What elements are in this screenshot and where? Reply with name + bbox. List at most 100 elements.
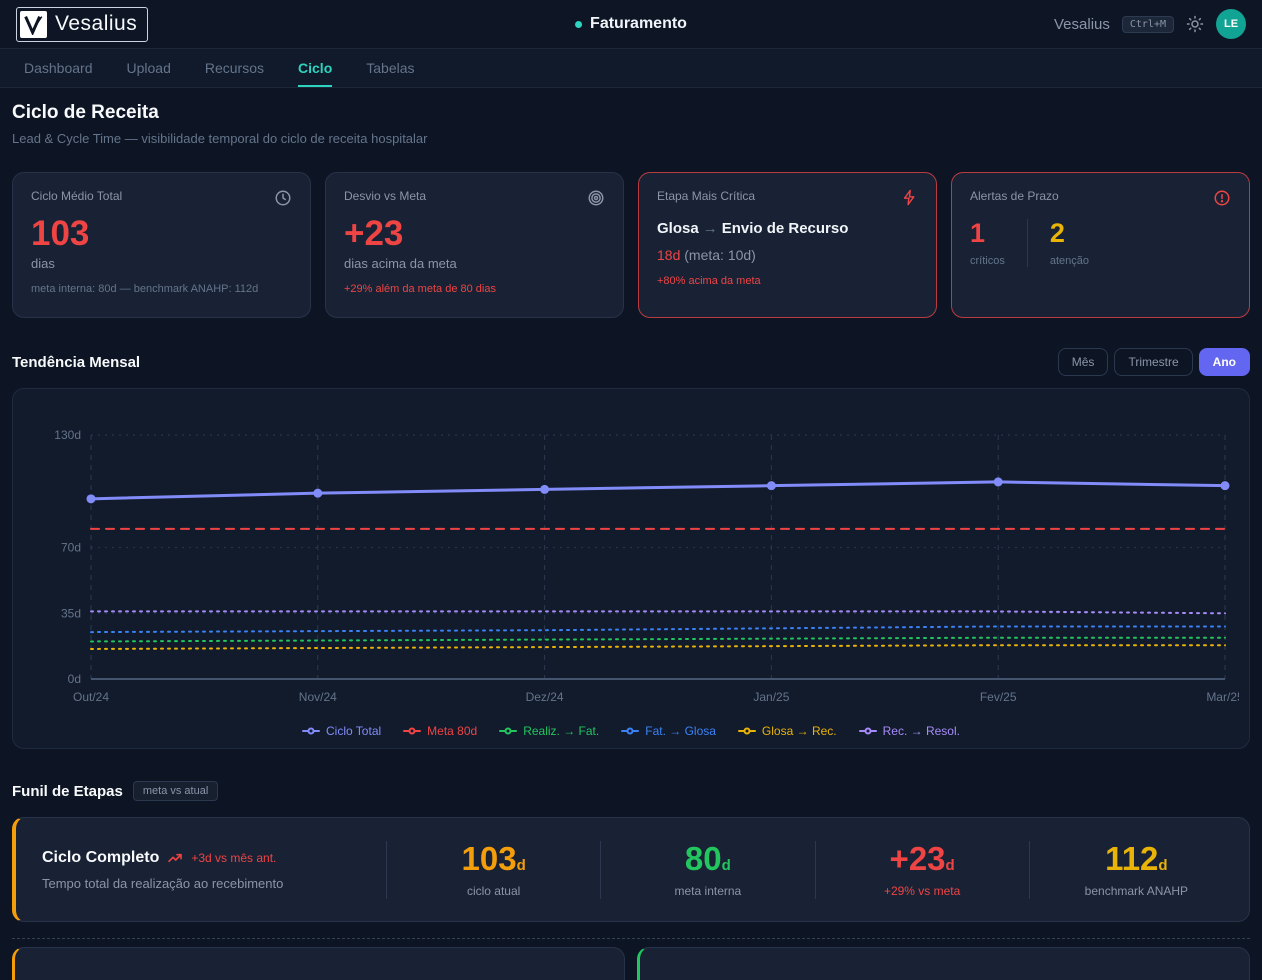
range-button-trimestre[interactable]: Trimestre xyxy=(1114,348,1193,376)
org-name: Vesalius xyxy=(1054,15,1110,33)
funnel-summary-description: Tempo total da realização ao recebimento xyxy=(42,875,284,891)
shortcut-hint[interactable]: Ctrl+M xyxy=(1121,15,1174,33)
chart-point[interactable] xyxy=(540,484,550,494)
chart-line-Fat. → Glosa xyxy=(90,625,1226,634)
page-indicator: Faturamento xyxy=(575,15,687,33)
stage-card-faturamento-glosa: Faturamento→Notificação de Glosa 28d xyxy=(637,947,1250,980)
legend-label: Meta 80d xyxy=(427,724,478,738)
chart-point[interactable] xyxy=(1220,481,1230,491)
divider xyxy=(600,840,602,899)
legend-marker-icon xyxy=(737,727,756,735)
kpi-unit: dias xyxy=(31,255,55,271)
range-buttons: Mês Trimestre Ano xyxy=(1057,348,1250,376)
critical-alerts: 1 críticos xyxy=(970,218,1005,267)
kpi-footnote: meta interna: 80d — benchmark ANAHP: 112… xyxy=(31,282,259,295)
logo-text: Vesalius xyxy=(55,12,138,35)
kpi-card-desvio: Desvio vs Meta +23 dias acima da meta +2… xyxy=(325,172,624,318)
stat-benchmark: 112d benchmark ANAHP xyxy=(1084,839,1189,898)
range-button-mes[interactable]: Mês xyxy=(1057,348,1109,376)
divider xyxy=(1028,840,1030,899)
chart-line-Rec. → Resol. xyxy=(90,610,1226,615)
divider xyxy=(386,840,387,899)
x-tick-label: Mar/25 xyxy=(1206,690,1239,704)
warning-count: 2 xyxy=(1049,218,1065,248)
kpi-value: +23 xyxy=(344,214,404,253)
trend-chart-panel: 0d 35d 70d 130d Out/24 Nov/24 Dez/24 Jan/25 Fev/… xyxy=(12,388,1250,749)
trend-section-title: Tendência Mensal xyxy=(12,353,141,371)
stage-card-realizacao-faturamento: Realização→Faturamento +2d vs mês ant. 2… xyxy=(12,947,625,980)
theme-toggle-button[interactable] xyxy=(1186,15,1204,33)
legend-item-0[interactable]: Ciclo Total xyxy=(302,724,381,738)
avatar[interactable]: LE xyxy=(1216,9,1246,39)
x-tick-label: Fev/25 xyxy=(980,690,1017,704)
x-tick-label: Nov/24 xyxy=(299,690,337,704)
kpi-title: Etapa Mais Crítica xyxy=(657,189,756,203)
kpi-card-etapa-critica: Etapa Mais Crítica Glosa → Envio de Recurs… xyxy=(638,172,937,318)
zap-icon xyxy=(903,189,915,206)
legend-item-1[interactable]: Meta 80d xyxy=(403,724,477,738)
warning-alerts: 2 atenção xyxy=(1049,218,1089,267)
legend-item-2[interactable]: Realiz. → Fat. xyxy=(499,724,599,738)
funnel-summary-delta: +3d vs mês ant. xyxy=(191,850,277,865)
y-tick-label: 130d xyxy=(54,428,81,442)
legend-label: Ciclo Total xyxy=(326,724,382,738)
chart-point[interactable] xyxy=(313,488,323,498)
legend-item-4[interactable]: Glosa → Rec. xyxy=(737,724,837,738)
legend-marker-icon xyxy=(499,727,518,735)
range-button-ano[interactable]: Ano xyxy=(1198,348,1250,376)
top-header: Vesalius Faturamento Vesalius Ctrl+M LE xyxy=(0,0,1262,48)
status-dot xyxy=(575,20,583,28)
kpi-card-alertas: Alertas de Prazo 1 críticos 2 atenção xyxy=(951,172,1250,318)
tab-tabelas[interactable]: Tabelas xyxy=(366,60,415,76)
stat-vs-meta: +23d +29% vs meta xyxy=(883,839,961,898)
legend-label: Rec. → Resol. xyxy=(882,724,960,738)
legend-label: Fat. → Glosa xyxy=(645,724,716,738)
chart-point[interactable] xyxy=(86,494,96,504)
legend-label: Glosa → Rec. xyxy=(761,724,837,738)
sun-icon xyxy=(1186,15,1204,33)
tab-ciclo[interactable]: Ciclo xyxy=(298,49,333,87)
funnel-summary-card: Ciclo Completo +3d vs mês ant. Tempo tot… xyxy=(12,817,1250,922)
page-title: Ciclo de Receita xyxy=(12,102,159,123)
tab-upload[interactable]: Upload xyxy=(126,60,171,76)
kpi-value: 103 xyxy=(31,214,90,253)
chart-line-Realiz. → Fat. xyxy=(90,636,1226,643)
funnel-badge: meta vs atual xyxy=(132,781,219,801)
tab-dashboard[interactable]: Dashboard xyxy=(24,60,93,76)
chart-line-Glosa → Rec. xyxy=(90,644,1226,650)
target-icon xyxy=(588,190,604,206)
warning-label: atenção xyxy=(1049,254,1089,267)
dashed-divider xyxy=(12,938,1250,939)
vesalius-logo[interactable]: Vesalius xyxy=(16,6,149,42)
legend-item-5[interactable]: Rec. → Resol. xyxy=(858,724,960,738)
chart-point[interactable] xyxy=(766,481,776,491)
stat-ciclo-atual: 103d ciclo atual xyxy=(461,839,526,898)
kpi-unit: dias acima da meta xyxy=(344,255,457,271)
funnel-summary-title: Ciclo Completo xyxy=(42,848,160,866)
chart-point[interactable] xyxy=(993,477,1003,487)
vesalius-logo-icon xyxy=(20,10,47,38)
divider xyxy=(814,840,816,899)
kpi-title: Desvio vs Meta xyxy=(344,189,427,203)
page-subtitle: Lead & Cycle Time — visibilidade tempora… xyxy=(12,131,428,146)
page-indicator-label: Faturamento xyxy=(590,15,687,32)
trending-up-icon xyxy=(168,853,183,862)
nav-tabs: Dashboard Upload Recursos Ciclo Tabelas xyxy=(0,48,1262,88)
critical-label: críticos xyxy=(970,254,1005,267)
critical-stage-value: 18d (meta: 10d) xyxy=(657,247,756,263)
legend-item-3[interactable]: Fat. → Glosa xyxy=(621,724,716,738)
legend-marker-icon xyxy=(621,727,640,735)
legend-marker-icon xyxy=(302,727,321,735)
y-tick-label: 70d xyxy=(61,541,81,555)
chart-legend: Ciclo Total Meta 80d Realiz. → Fat. Fat. → … xyxy=(23,724,1239,738)
tab-recursos[interactable]: Recursos xyxy=(204,60,265,76)
trend-line-chart[interactable]: 0d 35d 70d 130d Out/24 Nov/24 Dez/24 Jan/25 Fev/… xyxy=(23,403,1244,715)
x-tick-label: Out/24 xyxy=(73,690,109,704)
funnel-section-title: Funil de Etapas xyxy=(12,782,123,800)
y-tick-label: 0d xyxy=(68,672,81,686)
kpi-card-ciclo-medio: Ciclo Médio Total 103 dias meta interna:… xyxy=(12,172,311,318)
x-tick-label: Jan/25 xyxy=(753,690,789,704)
legend-marker-icon xyxy=(403,727,422,735)
kpi-title: Alertas de Prazo xyxy=(970,189,1059,203)
critical-stage-name: Glosa → Envio de Recurso xyxy=(657,220,849,237)
